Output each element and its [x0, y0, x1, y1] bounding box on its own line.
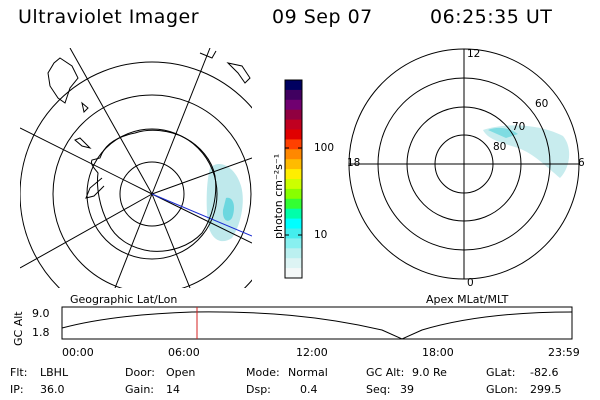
colorbar-band	[285, 268, 302, 279]
colorbar-band	[285, 109, 302, 121]
lat-label-60: 60	[535, 98, 549, 110]
mlt-label-12: 12	[467, 48, 481, 60]
status-filter-value: LBHL	[40, 366, 69, 379]
colorbar-band	[285, 238, 302, 249]
colorbar-band	[285, 188, 302, 200]
lat-label-70: 70	[512, 121, 526, 133]
colorbar-band	[285, 248, 302, 259]
timeline-xtick-0: 00:00	[62, 346, 94, 359]
aurora-emission-right	[483, 125, 570, 178]
mlt-label-18: 18	[347, 157, 361, 169]
colorbar-band	[285, 129, 302, 140]
status-door-label: Door:	[125, 366, 155, 379]
timeline-ylabel: GC Alt	[12, 311, 25, 346]
colorbar-band	[285, 169, 302, 180]
status-gain-value: 14	[166, 383, 180, 396]
colorbar-band	[285, 159, 302, 170]
geographic-caption: Geographic Lat/Lon	[70, 293, 178, 306]
timeline-xtick-4: 23:59	[548, 346, 580, 359]
status-mode-label: Mode:	[246, 366, 280, 379]
aurora-bright-left	[222, 197, 234, 221]
status-ip-value: 36.0	[40, 383, 65, 396]
colorbar-band	[285, 218, 302, 229]
colorbar-band	[285, 179, 302, 190]
colorbar-unit-label: photon cm⁻²s⁻¹	[272, 153, 285, 239]
altitude-timeline	[61, 306, 573, 340]
status-gcalt-value: 9.0 Re	[412, 366, 447, 379]
instrument-title: Ultraviolet Imager	[18, 6, 200, 28]
colorbar-band	[285, 89, 302, 101]
status-door-value: Open	[166, 366, 196, 379]
mlt-label-0: 0	[467, 277, 474, 289]
mlt-label-6: 6	[578, 157, 585, 169]
timeline-xtick-2: 12:00	[296, 346, 328, 359]
colorbar-tick-10: 10	[314, 229, 328, 241]
status-glat-label: GLat:	[486, 366, 516, 379]
timeline-xtick-1: 06:00	[168, 346, 200, 359]
timeline-ytick-low: 1.8	[32, 326, 50, 339]
south-america-outline	[47, 57, 79, 104]
colorbar-band	[285, 228, 302, 239]
lat-label-80: 80	[493, 141, 507, 153]
status-dsp-label: Dsp:	[246, 383, 271, 396]
geographic-map	[20, 48, 252, 288]
status-glon-value: 299.5	[530, 383, 562, 396]
status-gain-label: Gain:	[125, 383, 154, 396]
status-glat-value: -82.6	[530, 366, 559, 379]
status-mode-value: Normal	[288, 366, 328, 379]
colorbar-band	[285, 99, 302, 111]
status-seq-value: 39	[400, 383, 414, 396]
status-dsp-value: 0.4	[300, 383, 318, 396]
colorbar-band	[285, 258, 302, 269]
status-glon-label: GLon:	[486, 383, 518, 396]
magnetic-polar-plot	[348, 48, 580, 280]
timeline-xtick-3: 18:00	[422, 346, 454, 359]
magnetic-caption: Apex MLat/MLT	[426, 293, 509, 306]
colorbar-band	[285, 149, 302, 160]
colorbar	[284, 79, 303, 279]
date-label: 09 Sep 07	[272, 6, 373, 28]
colorbar-band	[285, 208, 302, 220]
colorbar-band	[285, 119, 302, 130]
colorbar-band	[285, 139, 302, 150]
status-gcalt-label: GC Alt:	[366, 366, 405, 379]
status-filter-label: Flt:	[10, 366, 28, 379]
colorbar-band	[285, 198, 302, 210]
status-ip-label: IP:	[10, 383, 24, 396]
status-seq-label: Seq:	[366, 383, 391, 396]
time-label: 06:25:35 UT	[430, 6, 553, 28]
colorbar-tick-100: 100	[314, 142, 335, 154]
timeline-ytick-high: 9.0	[32, 307, 50, 320]
colorbar-band	[285, 80, 302, 91]
